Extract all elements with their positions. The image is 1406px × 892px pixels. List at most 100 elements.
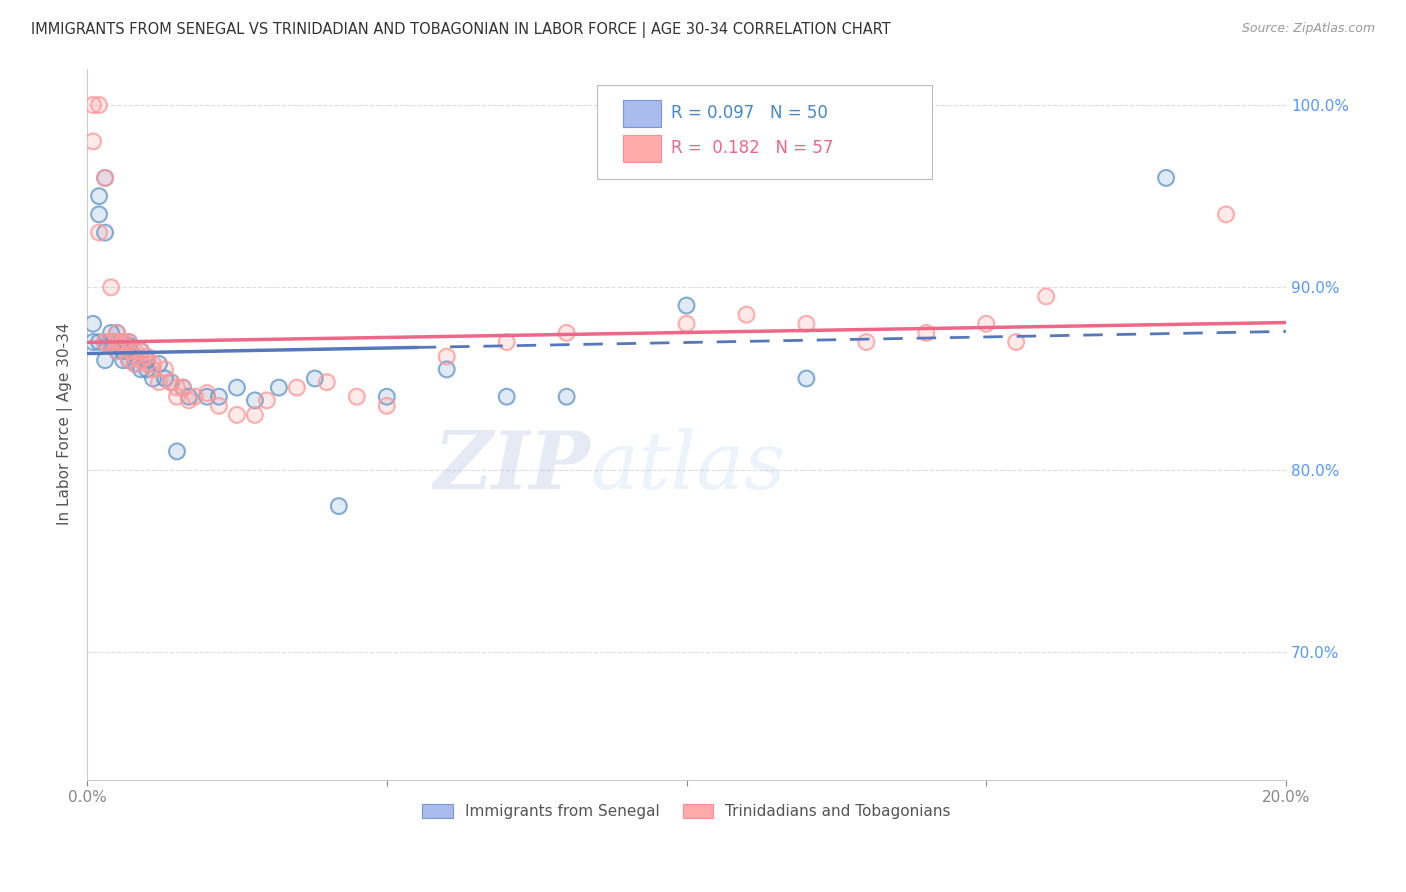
Point <box>112 339 135 353</box>
Point <box>142 362 165 376</box>
Point <box>436 350 458 364</box>
Point <box>166 444 188 458</box>
Point <box>195 386 218 401</box>
Point <box>136 362 159 376</box>
Point <box>142 362 165 376</box>
Point <box>124 357 146 371</box>
Point <box>315 375 337 389</box>
Point <box>915 326 938 340</box>
Point <box>105 334 128 349</box>
Point <box>915 326 938 340</box>
Point <box>129 344 152 359</box>
Point <box>94 334 117 349</box>
Point <box>304 371 326 385</box>
Text: R =  0.182   N = 57: R = 0.182 N = 57 <box>671 139 834 157</box>
Point <box>124 350 146 364</box>
Point <box>105 344 128 359</box>
Point <box>315 375 337 389</box>
Point <box>118 334 141 349</box>
Point <box>118 344 141 359</box>
Point <box>208 399 231 413</box>
Point <box>285 381 308 395</box>
Point <box>129 362 152 376</box>
Point <box>675 317 697 331</box>
Point <box>105 334 128 349</box>
Point <box>142 357 165 371</box>
Point <box>87 226 110 240</box>
Point <box>1154 170 1177 185</box>
Point <box>118 334 141 349</box>
Point <box>82 334 104 349</box>
Point <box>172 381 194 395</box>
Point <box>796 371 818 385</box>
Point <box>375 399 398 413</box>
Point <box>1035 289 1057 303</box>
Point <box>124 344 146 359</box>
Point <box>160 375 183 389</box>
Point <box>124 350 146 364</box>
Point <box>208 390 231 404</box>
Point <box>100 334 122 349</box>
Point <box>129 344 152 359</box>
Point <box>208 399 231 413</box>
Point <box>177 390 200 404</box>
Point <box>226 408 249 422</box>
Point <box>166 390 188 404</box>
Point <box>87 207 110 221</box>
Point <box>94 334 117 349</box>
Point <box>100 334 122 349</box>
Point <box>675 299 697 313</box>
Point <box>112 344 135 359</box>
Point <box>136 362 159 376</box>
Point <box>160 375 183 389</box>
Point <box>112 334 135 349</box>
Point <box>177 393 200 408</box>
Point <box>148 375 170 389</box>
Point <box>136 350 159 364</box>
Point <box>129 362 152 376</box>
Point <box>555 326 578 340</box>
Point <box>436 362 458 376</box>
Point <box>142 371 165 385</box>
Point <box>796 371 818 385</box>
Point <box>129 353 152 368</box>
Point <box>346 390 368 404</box>
Text: ZIP: ZIP <box>433 428 591 506</box>
Point <box>118 339 141 353</box>
Point <box>87 98 110 112</box>
Point <box>105 334 128 349</box>
Point <box>172 381 194 395</box>
Point <box>82 135 104 149</box>
Point <box>118 344 141 359</box>
Y-axis label: In Labor Force | Age 30-34: In Labor Force | Age 30-34 <box>58 323 73 525</box>
Point <box>82 317 104 331</box>
Point <box>855 334 877 349</box>
Point <box>177 390 200 404</box>
Point <box>495 390 517 404</box>
Point <box>105 334 128 349</box>
Point <box>555 326 578 340</box>
Point <box>118 353 141 368</box>
FancyBboxPatch shape <box>596 85 932 178</box>
Point <box>285 381 308 395</box>
Point <box>105 334 128 349</box>
Point <box>974 317 997 331</box>
Point <box>267 381 290 395</box>
Point <box>328 499 350 513</box>
Point <box>124 357 146 371</box>
Point <box>375 390 398 404</box>
Text: atlas: atlas <box>591 428 786 506</box>
Point <box>124 350 146 364</box>
Point <box>304 371 326 385</box>
Point <box>735 308 758 322</box>
Point <box>142 357 165 371</box>
Point <box>243 393 266 408</box>
Point <box>166 444 188 458</box>
Point <box>256 393 278 408</box>
Point <box>375 399 398 413</box>
Point <box>136 353 159 368</box>
Point <box>153 362 176 376</box>
Point <box>153 362 176 376</box>
Point <box>243 408 266 422</box>
Point <box>136 357 159 371</box>
